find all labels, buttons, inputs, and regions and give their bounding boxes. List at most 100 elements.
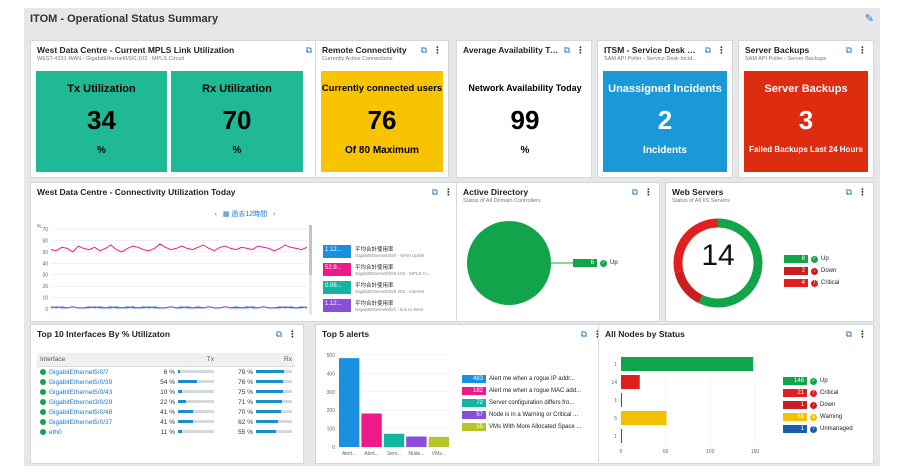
node-bar-1: [621, 375, 640, 389]
nodes-legend-row[interactable]: 1? Unmanaged: [783, 425, 853, 433]
interface-name: GigabitEthernet5/0/48: [49, 408, 113, 416]
y-tick-label: 400: [327, 371, 336, 377]
rx-bar: [256, 400, 292, 404]
popout-icon[interactable]: ⧉: [580, 329, 587, 339]
remote-kpi[interactable]: Currently connected users 76 Of 80 Maxim…: [321, 71, 443, 172]
rx-bar: [256, 420, 292, 424]
node-count: 21: [783, 389, 807, 397]
alerts-legend-row[interactable]: 57 Node is in a Warning or Critical ...: [462, 411, 606, 419]
connectivity-legend-item[interactable]: 0.06... 平均合計使用率 GigabitEthernet0/0/0.203 ·…: [323, 281, 455, 294]
table-row[interactable]: GigabitEthernet5/0/43 10 % 75 %: [37, 387, 295, 397]
alerts-legend-row[interactable]: 55 VMs With More Allocated Space ...: [462, 423, 606, 431]
table-row[interactable]: GigabitEthernet3/0/29 22 % 71 %: [37, 397, 295, 407]
menu-dots-icon[interactable]: ⋮: [576, 45, 585, 55]
itsm-kpi[interactable]: Unassigned Incidents 2 Incidents: [603, 71, 727, 172]
rx-value: 70 %: [238, 408, 253, 416]
tx-value: 11 %: [160, 428, 175, 436]
nodes-legend-row[interactable]: 148 ✓ Up: [783, 377, 828, 385]
interface-cell[interactable]: GigabitEthernet3/0/29: [37, 397, 139, 407]
connectivity-legend-item[interactable]: 1.12... 平均合計使用率 GigabitEthernet0/0/0 · WAN…: [323, 245, 455, 258]
table-row[interactable]: GigabitEthernet5/0/37 41 % 62 %: [37, 417, 295, 427]
menu-dots-icon[interactable]: ⋮: [858, 45, 867, 55]
dashboard-title: ITOM - Operational Status Summary: [30, 13, 219, 25]
interface-status-icon: [40, 408, 46, 415]
web-legend-row[interactable]: 4! Critical: [784, 279, 839, 287]
rx-bar-fill: [256, 380, 284, 384]
rx-kpi[interactable]: Rx Utilization 70 %: [171, 71, 303, 172]
nodes-legend-row[interactable]: 51 ▲ Warning: [783, 413, 842, 421]
connectivity-legend-item[interactable]: 52.9... 平均合計使用率 GigabitEthernet0/0/0.103 ·…: [323, 263, 455, 276]
col-rx[interactable]: Rx: [216, 353, 295, 367]
menu-dots-icon[interactable]: ⋮: [444, 187, 453, 197]
interface-cell[interactable]: GigabitEthernet5/0/48: [37, 407, 139, 417]
warning-triangle-icon: ▲: [810, 413, 817, 421]
menu-dots-icon[interactable]: ⋮: [288, 329, 297, 339]
tx-bar-fill: [177, 430, 182, 434]
backups-value: 3: [798, 105, 814, 135]
rx-cell: 55 %: [217, 427, 295, 437]
alert-label: Alert me when a rogue MAC add...: [489, 388, 582, 394]
alerts-legend-row[interactable]: 182 Alert me when a rogue MAC add...: [462, 387, 606, 395]
menu-dots-icon[interactable]: ⋮: [858, 329, 867, 339]
calendar-icon[interactable]: ▦: [222, 211, 230, 218]
ad-pie-slice-up[interactable]: [467, 221, 551, 305]
next-arrow-icon[interactable]: ›: [273, 211, 276, 218]
nodes-legend-row[interactable]: 21! Critical: [783, 389, 838, 397]
menu-dots-icon[interactable]: ⋮: [433, 45, 442, 55]
backups-label: Server Backups: [764, 83, 848, 95]
interface-status-icon: [40, 428, 46, 435]
web-count: 4: [784, 279, 808, 287]
popout-icon[interactable]: ⧉: [704, 45, 711, 55]
tx-kpi[interactable]: Tx Utilization 34 %: [36, 71, 167, 172]
backups-kpi[interactable]: Server Backups 3 Failed Backups Last 24 …: [744, 71, 868, 172]
web-legend-row[interactable]: 8 ✓ Up: [784, 255, 829, 263]
rx-bar: [256, 390, 292, 394]
prev-arrow-icon[interactable]: ‹: [214, 211, 217, 218]
time-range-label[interactable]: 過去12時間: [231, 211, 268, 218]
web-legend-row[interactable]: 2 ↓ Down: [784, 267, 836, 275]
connectivity-tile: West Data Centre - Connectivity Utilizat…: [30, 182, 460, 322]
table-row[interactable]: GigabitEthernet5/0/48 41 % 70 %: [37, 407, 295, 417]
unmanaged-icon: ?: [810, 425, 817, 433]
popout-icon[interactable]: ⧉: [631, 187, 638, 197]
table-row[interactable]: GigabitEthernet5/0/7 6 % 79 %: [37, 367, 295, 378]
popout-icon[interactable]: ⧉: [275, 329, 282, 339]
col-tx[interactable]: Tx: [139, 353, 217, 367]
edit-pencil-icon[interactable]: ✎: [864, 13, 874, 25]
node-status-label: Up: [820, 378, 828, 384]
popout-icon[interactable]: ⧉: [305, 45, 312, 55]
interface-cell[interactable]: GigabitEthernet5/0/43: [37, 387, 139, 397]
alerts-legend-row[interactable]: 72 Server configuration differs fro...: [462, 399, 606, 407]
rx-bar: [256, 410, 292, 414]
interface-cell[interactable]: eth0: [37, 427, 139, 437]
popout-icon[interactable]: ⧉: [845, 329, 852, 339]
ad-legend-row[interactable]: 6 ✓ Up: [573, 259, 618, 267]
interface-cell[interactable]: GigabitEthernet5/0/39: [37, 377, 139, 387]
menu-dots-icon[interactable]: ⋮: [717, 45, 726, 55]
connectivity-legend-item[interactable]: 1.12... 平均合計使用率 GigabitEthernet0/0/1 · lin…: [323, 299, 455, 312]
rx-value: 62 %: [238, 418, 253, 426]
donut-segment-down: [674, 270, 703, 304]
interface-cell[interactable]: GigabitEthernet5/0/7: [37, 367, 139, 378]
chart-scroll-thumb: [309, 225, 312, 275]
table-row[interactable]: eth0 11 % 55 %: [37, 427, 295, 437]
popout-icon[interactable]: ⧉: [563, 45, 570, 55]
col-interface[interactable]: Interface: [37, 353, 139, 367]
interface-cell[interactable]: GigabitEthernet5/0/37: [37, 417, 139, 427]
popout-icon[interactable]: ⧉: [845, 187, 852, 197]
interfaces-title: Top 10 Interfaces By % Utilizaton: [37, 329, 171, 339]
popout-icon[interactable]: ⧉: [420, 45, 427, 55]
menu-dots-icon[interactable]: ⋮: [644, 187, 653, 197]
web-status-label: Up: [821, 256, 829, 262]
menu-dots-icon[interactable]: ⋮: [858, 187, 867, 197]
popout-icon[interactable]: ⧉: [431, 187, 438, 197]
nodes-legend-row[interactable]: 1 ↓ Down: [783, 401, 835, 409]
popout-icon[interactable]: ⧉: [845, 45, 852, 55]
up-check-icon: ✓: [810, 377, 817, 385]
down-arrow-icon: ↓: [811, 267, 818, 275]
remote-value: 76: [367, 105, 397, 135]
alerts-legend-row[interactable]: 483 Alert me when a rogue IP addr...: [462, 375, 606, 383]
table-row[interactable]: GigabitEthernet5/0/39 54 % 76 %: [37, 377, 295, 387]
menu-dots-icon[interactable]: ⋮: [593, 329, 602, 340]
availability-kpi[interactable]: Network Availability Today 99 %: [457, 71, 591, 172]
